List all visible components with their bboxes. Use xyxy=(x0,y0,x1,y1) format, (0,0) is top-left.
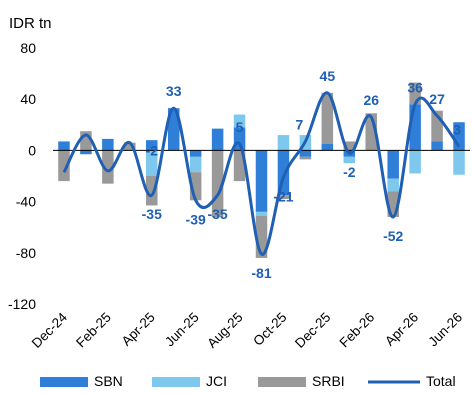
bar-jci xyxy=(343,156,356,164)
y-tick-label: 80 xyxy=(20,40,36,56)
y-tick-label: 0 xyxy=(28,142,36,158)
bar-jci xyxy=(387,178,399,192)
bar-jci xyxy=(146,150,158,176)
legend-swatch-srbi xyxy=(258,377,306,387)
bar-srbi xyxy=(146,176,158,206)
bar-srbi xyxy=(409,82,421,105)
data-label: -21 xyxy=(273,188,293,204)
x-tick-label: Dec-25 xyxy=(292,310,333,351)
bar-srbi xyxy=(365,113,377,151)
bar-srbi xyxy=(255,215,268,258)
legend-label-sbn: SBN xyxy=(94,373,123,389)
bar-sbn xyxy=(409,104,421,151)
bar-sbn xyxy=(321,144,334,151)
bar-srbi xyxy=(299,156,312,160)
x-tick-label: Apr-26 xyxy=(382,310,421,349)
bar-srbi xyxy=(80,131,92,151)
bar-srbi xyxy=(321,92,334,144)
bar-sbn xyxy=(146,140,158,151)
bar-sbn xyxy=(277,150,290,196)
bar-srbi xyxy=(233,150,246,182)
legend-label-total: Total xyxy=(426,373,456,389)
bar-sbn xyxy=(102,138,114,151)
data-label: -35 xyxy=(207,206,227,222)
legend-swatch-jci xyxy=(152,377,200,387)
data-label: -52 xyxy=(383,228,403,244)
data-label: 33 xyxy=(166,83,182,99)
bar-sbn xyxy=(453,122,465,151)
bar-sbn xyxy=(80,150,92,155)
data-label: -81 xyxy=(251,265,271,281)
bar-sbn xyxy=(189,150,202,157)
bar-srbi xyxy=(387,191,399,217)
series-line-total xyxy=(62,91,461,256)
x-tick-label: Aug-25 xyxy=(204,310,245,351)
bar-jci xyxy=(453,150,465,175)
x-tick-label: Feb-25 xyxy=(73,310,114,351)
bar-srbi xyxy=(211,150,224,217)
data-label: -39 xyxy=(186,211,206,227)
data-label: 3 xyxy=(453,122,461,138)
data-label: 27 xyxy=(429,91,445,107)
x-tick-label: Feb-26 xyxy=(337,310,378,351)
unit-label: IDR tn xyxy=(9,15,52,32)
x-tick-label: Apr-25 xyxy=(119,310,158,349)
data-label: -2 xyxy=(343,164,356,180)
legend-swatch-sbn xyxy=(40,377,88,387)
y-tick-label: -80 xyxy=(16,245,36,261)
data-label: 36 xyxy=(407,79,423,95)
y-tick-label: 40 xyxy=(20,91,36,107)
bar-srbi xyxy=(431,110,443,142)
x-tick-label: Jun-25 xyxy=(162,310,202,350)
bar-srbi xyxy=(343,141,356,151)
data-label: -2 xyxy=(146,142,159,158)
legend-label-jci: JCI xyxy=(206,373,227,389)
bar-srbi xyxy=(58,150,70,182)
bar-sbn xyxy=(167,108,180,151)
bar-jci xyxy=(233,114,246,128)
y-tick-label: -40 xyxy=(16,194,36,210)
data-label: 7 xyxy=(295,116,303,132)
data-label: 26 xyxy=(363,92,379,108)
bar-jci xyxy=(409,150,421,174)
bar-sbn xyxy=(211,128,224,151)
bar-sbn xyxy=(387,150,399,179)
data-label: -35 xyxy=(142,206,162,222)
bar-srbi xyxy=(124,142,136,151)
bar-srbi xyxy=(189,172,202,201)
data-label: 45 xyxy=(320,68,336,84)
data-label: 5 xyxy=(236,119,244,135)
bar-sbn xyxy=(431,141,443,151)
x-tick-label: Oct-25 xyxy=(250,310,289,349)
bar-jci xyxy=(255,211,268,216)
bar-sbn xyxy=(299,150,312,157)
bar-srbi xyxy=(102,150,114,184)
bar-sbn xyxy=(255,150,268,212)
legend-label-srbi: SRBI xyxy=(312,373,345,389)
x-tick-label: Jun-26 xyxy=(425,310,465,350)
y-tick-label: -120 xyxy=(8,296,36,312)
bar-srbi xyxy=(277,195,290,200)
bar-sbn xyxy=(233,127,246,151)
bar-jci xyxy=(189,156,202,173)
bar-jci xyxy=(277,135,290,151)
bar-sbn xyxy=(58,141,70,151)
x-tick-label: Dec-24 xyxy=(29,309,71,351)
